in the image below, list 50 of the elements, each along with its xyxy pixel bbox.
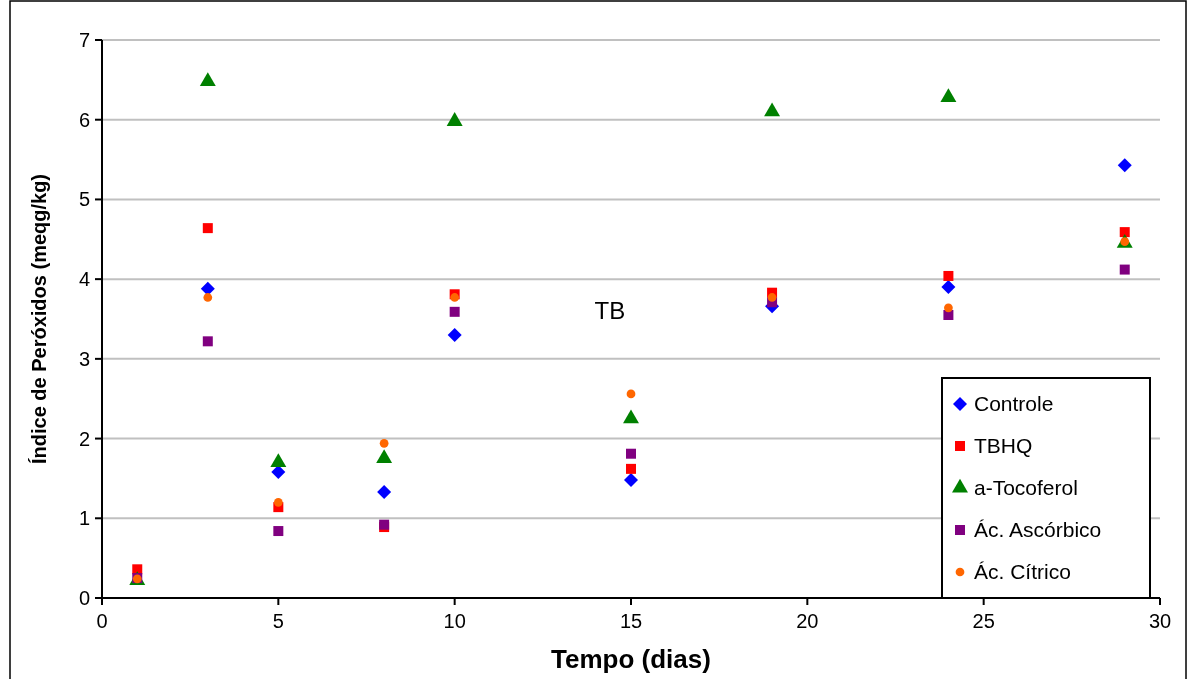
x-tick-label: 5: [272, 610, 284, 632]
point: [624, 473, 638, 488]
point: [379, 438, 389, 448]
point: [200, 281, 215, 296]
y-tick-label: 1: [78, 507, 90, 530]
point: [203, 293, 213, 302]
y-tick-label: 0: [78, 587, 90, 609]
point: [1117, 158, 1132, 173]
legend-label: Ác. Ascórbico: [974, 518, 1102, 542]
y-tick-label: 5: [78, 188, 90, 211]
point: [449, 306, 460, 317]
legend-label: Ác. Cítrico: [974, 560, 1071, 584]
point: [941, 280, 956, 295]
legend-label: Controle: [974, 392, 1054, 416]
point: [767, 293, 777, 302]
point: [202, 223, 213, 234]
point: [943, 270, 954, 281]
y-tick-label: 7: [78, 29, 90, 51]
point: [940, 88, 957, 102]
x-tick-label: 25: [972, 610, 995, 632]
point: [199, 72, 216, 87]
point: [1119, 227, 1130, 238]
y-tick-label: 3: [78, 347, 90, 370]
point: [944, 303, 953, 313]
point: [450, 293, 460, 302]
x-axis-title: Tempo (dias): [551, 644, 711, 674]
point: [273, 526, 284, 537]
x-tick-label: 20: [796, 610, 819, 632]
x-tick-label: 10: [443, 610, 466, 632]
point: [1119, 264, 1130, 275]
y-tick-label: 6: [78, 108, 90, 131]
y-tick-label: 4: [78, 268, 90, 291]
legend-label: TBHQ: [974, 434, 1033, 458]
annotation: TB: [594, 297, 626, 324]
x-tick-label: 0: [96, 610, 108, 632]
y-tick-label: 2: [78, 427, 90, 450]
legend-label: a-Tocoferol: [974, 476, 1078, 500]
point: [626, 463, 636, 474]
x-tick-label: 30: [1148, 610, 1172, 632]
point: [626, 448, 636, 459]
point: [446, 112, 463, 126]
point: [447, 327, 462, 342]
point: [764, 102, 781, 117]
point: [626, 389, 636, 399]
y-axis-title: Índice de Peróxidos (meqg/kg): [28, 173, 50, 465]
point: [377, 484, 392, 499]
point: [271, 465, 286, 480]
x-tick-label: 15: [619, 610, 643, 632]
point: [202, 336, 213, 347]
point: [273, 497, 283, 507]
